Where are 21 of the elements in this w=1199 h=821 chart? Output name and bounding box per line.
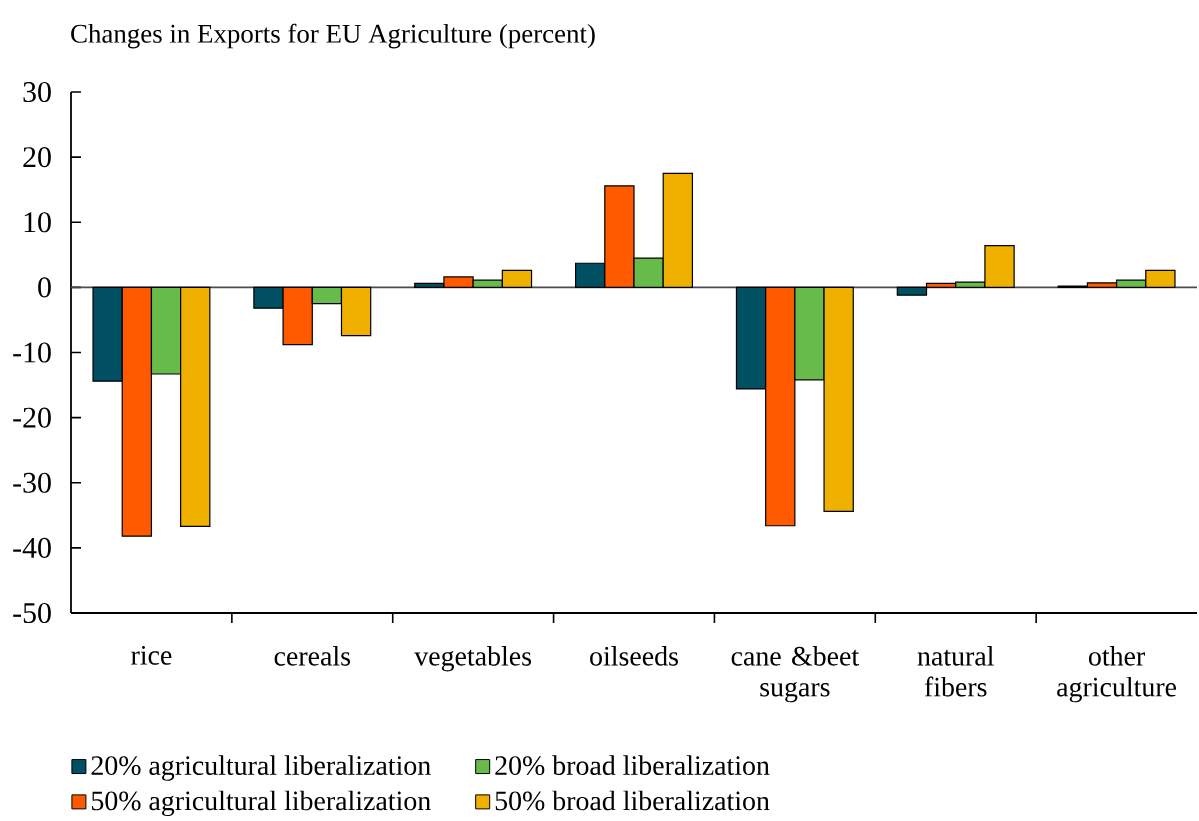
x-tick-label: rice	[131, 646, 172, 665]
y-tick-label: -10	[13, 342, 51, 363]
x-tick-label: oilseeds	[590, 646, 678, 666]
x-tick-label: cereals	[274, 646, 351, 666]
x-tick-label: vegetables	[414, 646, 532, 672]
legend-label: 50% broad liberalization	[495, 790, 770, 811]
legend-label: 20% broad liberalization	[495, 755, 770, 776]
legend-label: 50% agricultural liberalization	[92, 790, 431, 817]
y-tick-label: 0	[38, 277, 51, 298]
y-tick-label: 20	[23, 147, 51, 168]
y-tick-label: -40	[13, 537, 51, 558]
y-tick-label: -30	[13, 472, 51, 493]
legend-label: 20% agricultural liberalization	[91, 755, 431, 781]
y-tick-label: 10	[24, 212, 51, 233]
x-tick-label: natural fibers	[917, 646, 994, 697]
y-tick-label: -20	[13, 407, 51, 428]
x-tick-label: other agriculture	[1057, 646, 1177, 703]
y-tick-label: 30	[23, 81, 51, 103]
y-tick-label: -50	[13, 602, 51, 624]
chart-title: Changes in Exports for EU Agriculture (percent)	[71, 23, 595, 49]
x-tick-label: cane &beet sugars	[731, 646, 859, 703]
